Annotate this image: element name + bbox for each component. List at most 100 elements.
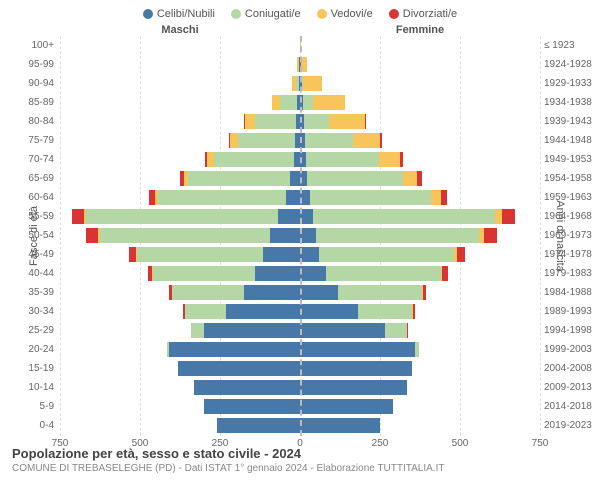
bar-segment [307,171,403,186]
bar-segment [158,190,286,205]
bar-female [300,380,540,395]
bar-segment [217,418,300,433]
year-label: 1954-1958 [544,173,600,184]
age-label: 70-74 [2,154,54,165]
bar-male [60,57,300,72]
bar-segment [457,247,465,262]
bar-segment [300,399,393,414]
bar-segment [185,304,227,319]
age-label: 90-94 [2,78,54,89]
bar-segment [238,133,296,148]
year-label: 1979-1983 [544,268,600,279]
bar-segment [244,285,300,300]
bar-segment [191,323,204,338]
bar-segment [72,209,84,224]
bar-segment [306,152,380,167]
bar-segment [300,380,407,395]
bar-female [300,209,540,224]
bar-male [60,38,300,53]
bar-segment [502,209,515,224]
age-label: 55-59 [2,211,54,222]
year-label: 1959-1963 [544,192,600,203]
bar-segment [407,323,408,338]
legend-item-coniugati: Coniugati/e [231,8,301,20]
age-label: 95-99 [2,59,54,70]
bar-segment [263,247,300,262]
year-label: 1969-1973 [544,230,600,241]
bar-female [300,342,540,357]
bar-segment [316,228,479,243]
legend-label-coniugati: Coniugati/e [245,8,301,20]
bar-female [300,152,540,167]
bar-segment [303,76,322,91]
x-tick: 750 [532,438,549,449]
bar-segment [305,133,353,148]
legend-item-vedovi: Vedovi/e [317,8,373,20]
column-headers: Maschi Femmine [0,24,600,36]
year-label: 1924-1928 [544,59,600,70]
bar-segment [300,342,415,357]
year-label: 1999-2003 [544,344,600,355]
grid-line [540,36,541,436]
bar-female [300,247,540,262]
age-label: 65-69 [2,173,54,184]
bar-female [300,95,540,110]
bar-segment [194,380,300,395]
bar-segment [358,304,412,319]
age-label: 15-19 [2,363,54,374]
bar-segment [423,285,427,300]
age-label: 25-29 [2,325,54,336]
bar-segment [329,114,364,129]
year-label: 1949-1953 [544,154,600,165]
legend-item-celibi: Celibi/Nubili [143,8,215,20]
bar-male [60,399,300,414]
bar-segment [313,95,345,110]
x-tick: 250 [372,438,389,449]
bar-segment [129,247,136,262]
bar-segment [300,304,358,319]
bar-segment [415,342,419,357]
bar-segment [484,228,497,243]
bar-male [60,418,300,433]
bar-segment [169,342,300,357]
bar-segment [353,133,380,148]
bar-segment [365,114,366,129]
bar-segment [137,247,263,262]
bar-segment [417,171,422,186]
age-label: 80-84 [2,116,54,127]
bar-female [300,266,540,281]
year-label: 1939-1943 [544,116,600,127]
bar-female [300,76,540,91]
bar-segment [300,228,316,243]
bar-segment [272,95,280,110]
bar-segment [153,266,255,281]
bar-segment [286,190,300,205]
bar-segment [413,304,416,319]
bar-segment [326,266,441,281]
bar-male [60,114,300,129]
bar-segment [380,133,382,148]
legend-label-divorziati: Divorziati/e [403,8,457,20]
age-label: 5-9 [2,401,54,412]
header-male: Maschi [60,24,300,36]
header-female: Femmine [300,24,540,36]
year-label: ≤ 1923 [544,40,600,51]
legend-label-celibi: Celibi/Nubili [157,8,215,20]
age-label: 100+ [2,40,54,51]
age-label: 0-4 [2,420,54,431]
bar-male [60,266,300,281]
bar-segment [226,304,300,319]
bar-segment [270,228,300,243]
x-tick: 250 [212,438,229,449]
bar-segment [385,323,407,338]
year-label: 2004-2008 [544,363,600,374]
bar-segment [280,95,298,110]
bar-male [60,285,300,300]
legend-dot-vedovi [317,9,327,19]
chart-area: Fasce di età Anni di nascita 100+≤ 19239… [0,36,600,436]
bar-male [60,133,300,148]
bar-female [300,399,540,414]
bar-segment [300,247,319,262]
bar-segment [290,171,300,186]
bar-segment [172,285,244,300]
